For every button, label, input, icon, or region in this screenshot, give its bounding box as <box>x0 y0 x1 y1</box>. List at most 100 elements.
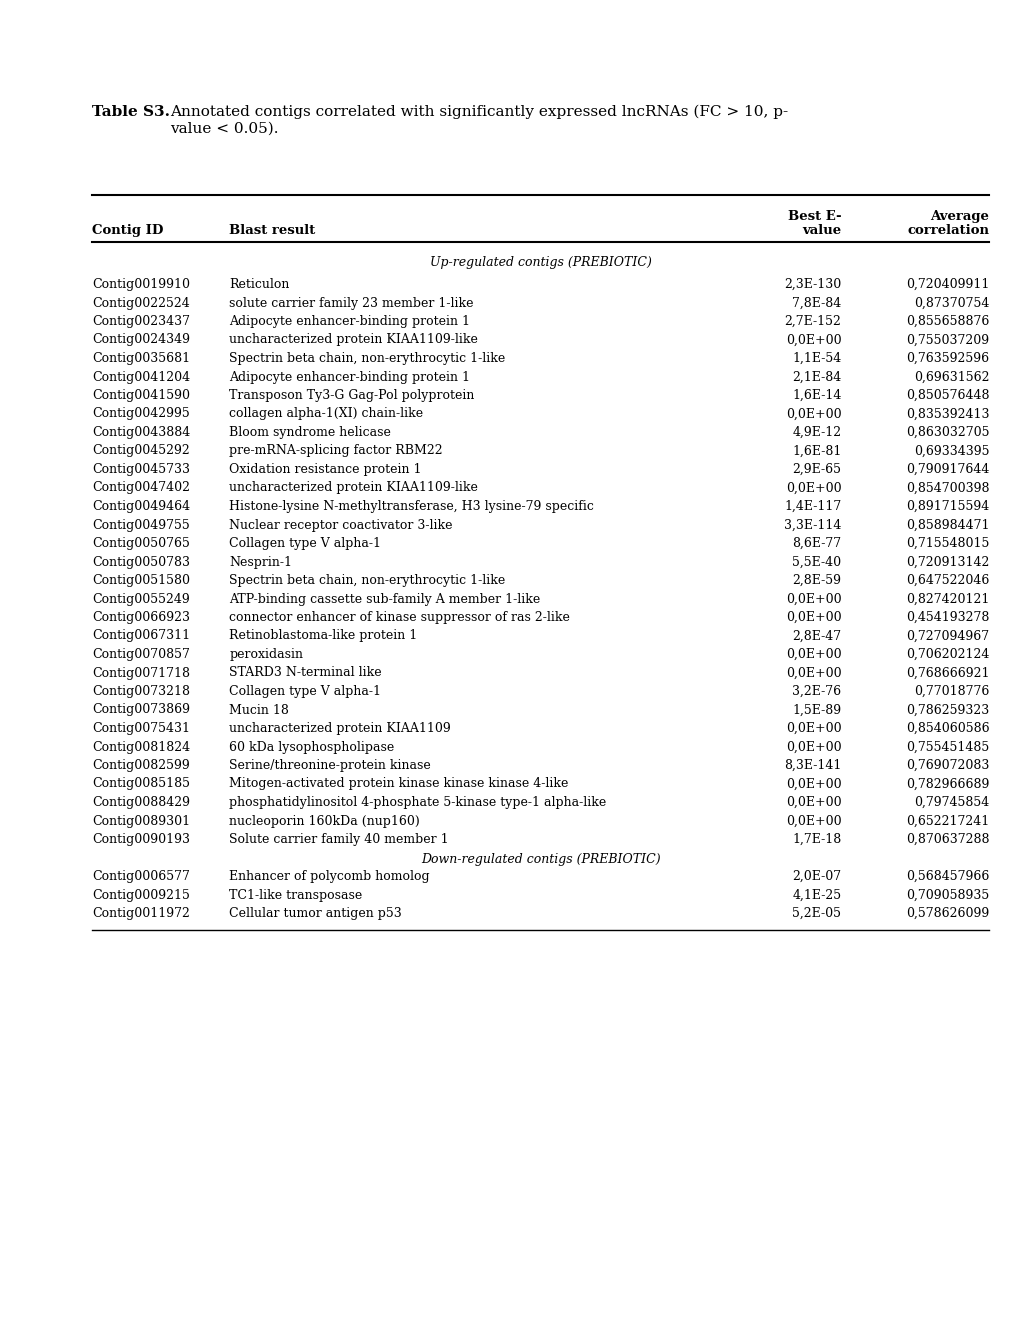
Text: Blast result: Blast result <box>229 224 316 238</box>
Text: Reticulon: Reticulon <box>229 279 289 290</box>
Text: 8,6E-77: 8,6E-77 <box>792 537 841 550</box>
Text: 1,1E-54: 1,1E-54 <box>792 352 841 366</box>
Text: 1,5E-89: 1,5E-89 <box>792 704 841 717</box>
Text: Contig0055249: Contig0055249 <box>92 593 190 606</box>
Text: Contig0081824: Contig0081824 <box>92 741 190 754</box>
Text: 0,706202124: 0,706202124 <box>905 648 988 661</box>
Text: Contig0035681: Contig0035681 <box>92 352 190 366</box>
Text: 4,9E-12: 4,9E-12 <box>792 426 841 440</box>
Text: Mitogen-activated protein kinase kinase kinase 4-like: Mitogen-activated protein kinase kinase … <box>229 777 569 791</box>
Text: 1,6E-14: 1,6E-14 <box>792 389 841 403</box>
Text: 2,0E-07: 2,0E-07 <box>792 870 841 883</box>
Text: 5,2E-05: 5,2E-05 <box>792 907 841 920</box>
Text: Table S3.: Table S3. <box>92 106 169 119</box>
Text: Spectrin beta chain, non-erythrocytic 1-like: Spectrin beta chain, non-erythrocytic 1-… <box>229 574 505 587</box>
Text: Contig0042995: Contig0042995 <box>92 408 190 421</box>
Text: 0,0E+00: 0,0E+00 <box>785 593 841 606</box>
Text: Contig0023437: Contig0023437 <box>92 315 190 327</box>
Text: Spectrin beta chain, non-erythrocytic 1-like: Spectrin beta chain, non-erythrocytic 1-… <box>229 352 505 366</box>
Text: Up-regulated contigs (PREBIOTIC): Up-regulated contigs (PREBIOTIC) <box>429 256 651 269</box>
Text: Average: Average <box>929 210 988 223</box>
Text: 0,578626099: 0,578626099 <box>905 907 988 920</box>
Text: Contig0041590: Contig0041590 <box>92 389 190 403</box>
Text: 0,0E+00: 0,0E+00 <box>785 334 841 346</box>
Text: 0,720913142: 0,720913142 <box>905 556 988 569</box>
Text: 7,8E-84: 7,8E-84 <box>792 297 841 309</box>
Text: Contig0045292: Contig0045292 <box>92 445 190 458</box>
Text: 1,7E-18: 1,7E-18 <box>792 833 841 846</box>
Text: Contig0075431: Contig0075431 <box>92 722 190 735</box>
Text: Contig0019910: Contig0019910 <box>92 279 190 290</box>
Text: Contig0071718: Contig0071718 <box>92 667 190 680</box>
Text: 3,3E-114: 3,3E-114 <box>784 519 841 532</box>
Text: Contig0050783: Contig0050783 <box>92 556 190 569</box>
Text: Oxidation resistance protein 1: Oxidation resistance protein 1 <box>229 463 422 477</box>
Text: Contig0024349: Contig0024349 <box>92 334 190 346</box>
Text: Contig0066923: Contig0066923 <box>92 611 190 624</box>
Text: 0,0E+00: 0,0E+00 <box>785 796 841 809</box>
Text: Contig ID: Contig ID <box>92 224 163 238</box>
Text: 0,647522046: 0,647522046 <box>905 574 988 587</box>
Text: Annotated contigs correlated with significantly expressed lncRNAs (FC > 10, p-
v: Annotated contigs correlated with signif… <box>170 106 788 136</box>
Text: 0,709058935: 0,709058935 <box>905 888 988 902</box>
Text: Solute carrier family 40 member 1: Solute carrier family 40 member 1 <box>229 833 448 846</box>
Text: 0,720409911: 0,720409911 <box>905 279 988 290</box>
Text: Contig0050765: Contig0050765 <box>92 537 190 550</box>
Text: Contig0088429: Contig0088429 <box>92 796 190 809</box>
Text: 8,3E-141: 8,3E-141 <box>784 759 841 772</box>
Text: 0,727094967: 0,727094967 <box>906 630 988 643</box>
Text: solute carrier family 23 member 1-like: solute carrier family 23 member 1-like <box>229 297 474 309</box>
Text: 0,782966689: 0,782966689 <box>905 777 988 791</box>
Text: 0,0E+00: 0,0E+00 <box>785 611 841 624</box>
Text: Contig0043884: Contig0043884 <box>92 426 190 440</box>
Text: STARD3 N-terminal like: STARD3 N-terminal like <box>229 667 382 680</box>
Text: Contig0011972: Contig0011972 <box>92 907 190 920</box>
Text: 0,755451485: 0,755451485 <box>905 741 988 754</box>
Text: 0,790917644: 0,790917644 <box>905 463 988 477</box>
Text: pre-mRNA-splicing factor RBM22: pre-mRNA-splicing factor RBM22 <box>229 445 442 458</box>
Text: 0,786259323: 0,786259323 <box>905 704 988 717</box>
Text: Contig0006577: Contig0006577 <box>92 870 190 883</box>
Text: 0,454193278: 0,454193278 <box>905 611 988 624</box>
Text: Contig0049755: Contig0049755 <box>92 519 190 532</box>
Text: 0,863032705: 0,863032705 <box>905 426 988 440</box>
Text: Histone-lysine N-methyltransferase, H3 lysine-79 specific: Histone-lysine N-methyltransferase, H3 l… <box>229 500 594 513</box>
Text: 0,652217241: 0,652217241 <box>905 814 988 828</box>
Text: 0,0E+00: 0,0E+00 <box>785 814 841 828</box>
Text: TC1-like transposase: TC1-like transposase <box>229 888 363 902</box>
Text: 0,69334395: 0,69334395 <box>913 445 988 458</box>
Text: 2,9E-65: 2,9E-65 <box>792 463 841 477</box>
Text: 0,79745854: 0,79745854 <box>913 796 988 809</box>
Text: 1,6E-81: 1,6E-81 <box>792 445 841 458</box>
Text: 2,8E-59: 2,8E-59 <box>792 574 841 587</box>
Text: Contig0073869: Contig0073869 <box>92 704 190 717</box>
Text: Mucin 18: Mucin 18 <box>229 704 289 717</box>
Text: 0,855658876: 0,855658876 <box>905 315 988 327</box>
Text: 0,77018776: 0,77018776 <box>913 685 988 698</box>
Text: 2,3E-130: 2,3E-130 <box>784 279 841 290</box>
Text: Contig0022524: Contig0022524 <box>92 297 190 309</box>
Text: 0,768666921: 0,768666921 <box>905 667 988 680</box>
Text: Cellular tumor antigen p53: Cellular tumor antigen p53 <box>229 907 401 920</box>
Text: 2,1E-84: 2,1E-84 <box>792 371 841 384</box>
Text: 0,0E+00: 0,0E+00 <box>785 722 841 735</box>
Text: Contig0009215: Contig0009215 <box>92 888 190 902</box>
Text: Contig0070857: Contig0070857 <box>92 648 190 661</box>
Text: uncharacterized protein KIAA1109: uncharacterized protein KIAA1109 <box>229 722 450 735</box>
Text: Nuclear receptor coactivator 3-like: Nuclear receptor coactivator 3-like <box>229 519 452 532</box>
Text: Retinoblastoma-like protein 1: Retinoblastoma-like protein 1 <box>229 630 418 643</box>
Text: 0,0E+00: 0,0E+00 <box>785 408 841 421</box>
Text: 0,0E+00: 0,0E+00 <box>785 482 841 495</box>
Text: Contig0067311: Contig0067311 <box>92 630 190 643</box>
Text: Contig0082599: Contig0082599 <box>92 759 190 772</box>
Text: Contig0047402: Contig0047402 <box>92 482 190 495</box>
Text: 0,0E+00: 0,0E+00 <box>785 667 841 680</box>
Text: 60 kDa lysophospholipase: 60 kDa lysophospholipase <box>229 741 394 754</box>
Text: Contig0049464: Contig0049464 <box>92 500 190 513</box>
Text: connector enhancer of kinase suppressor of ras 2-like: connector enhancer of kinase suppressor … <box>229 611 570 624</box>
Text: 0,755037209: 0,755037209 <box>906 334 988 346</box>
Text: 0,763592596: 0,763592596 <box>906 352 988 366</box>
Text: 4,1E-25: 4,1E-25 <box>792 888 841 902</box>
Text: Bloom syndrome helicase: Bloom syndrome helicase <box>229 426 391 440</box>
Text: 0,827420121: 0,827420121 <box>905 593 988 606</box>
